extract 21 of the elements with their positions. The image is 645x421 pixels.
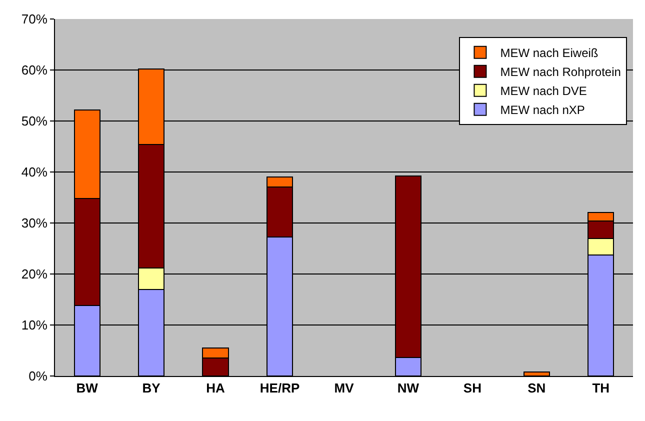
x-tick-label: HA — [206, 380, 226, 396]
x-tick-label: TH — [592, 380, 610, 396]
x-tick-label: SH — [463, 380, 482, 396]
y-tick-label: 10% — [21, 318, 48, 333]
x-tick-label: BW — [76, 380, 99, 396]
y-tick-label: 70% — [21, 12, 48, 27]
legend-label: MEW nach Rohprotein — [500, 65, 621, 80]
y-tick-label: 20% — [21, 266, 48, 282]
y-tick-label: 0% — [28, 368, 48, 384]
y-tick-label: 50% — [21, 114, 48, 129]
x-tick-label: NW — [397, 380, 420, 396]
y-tick-label: 30% — [21, 216, 48, 231]
y-tick-label: 60% — [21, 62, 48, 78]
x-tick-label: SN — [528, 380, 546, 396]
legend-label: MEW nach DVE — [500, 84, 587, 98]
legend-label: MEW nach Eiweiß — [500, 46, 598, 60]
y-tick-label: 40% — [21, 164, 48, 180]
x-tick-label: MV — [334, 380, 354, 396]
x-tick-label: HE/RP — [260, 380, 300, 396]
legend-label: MEW nach nXP — [500, 103, 585, 118]
x-tick-label: BY — [142, 380, 161, 396]
